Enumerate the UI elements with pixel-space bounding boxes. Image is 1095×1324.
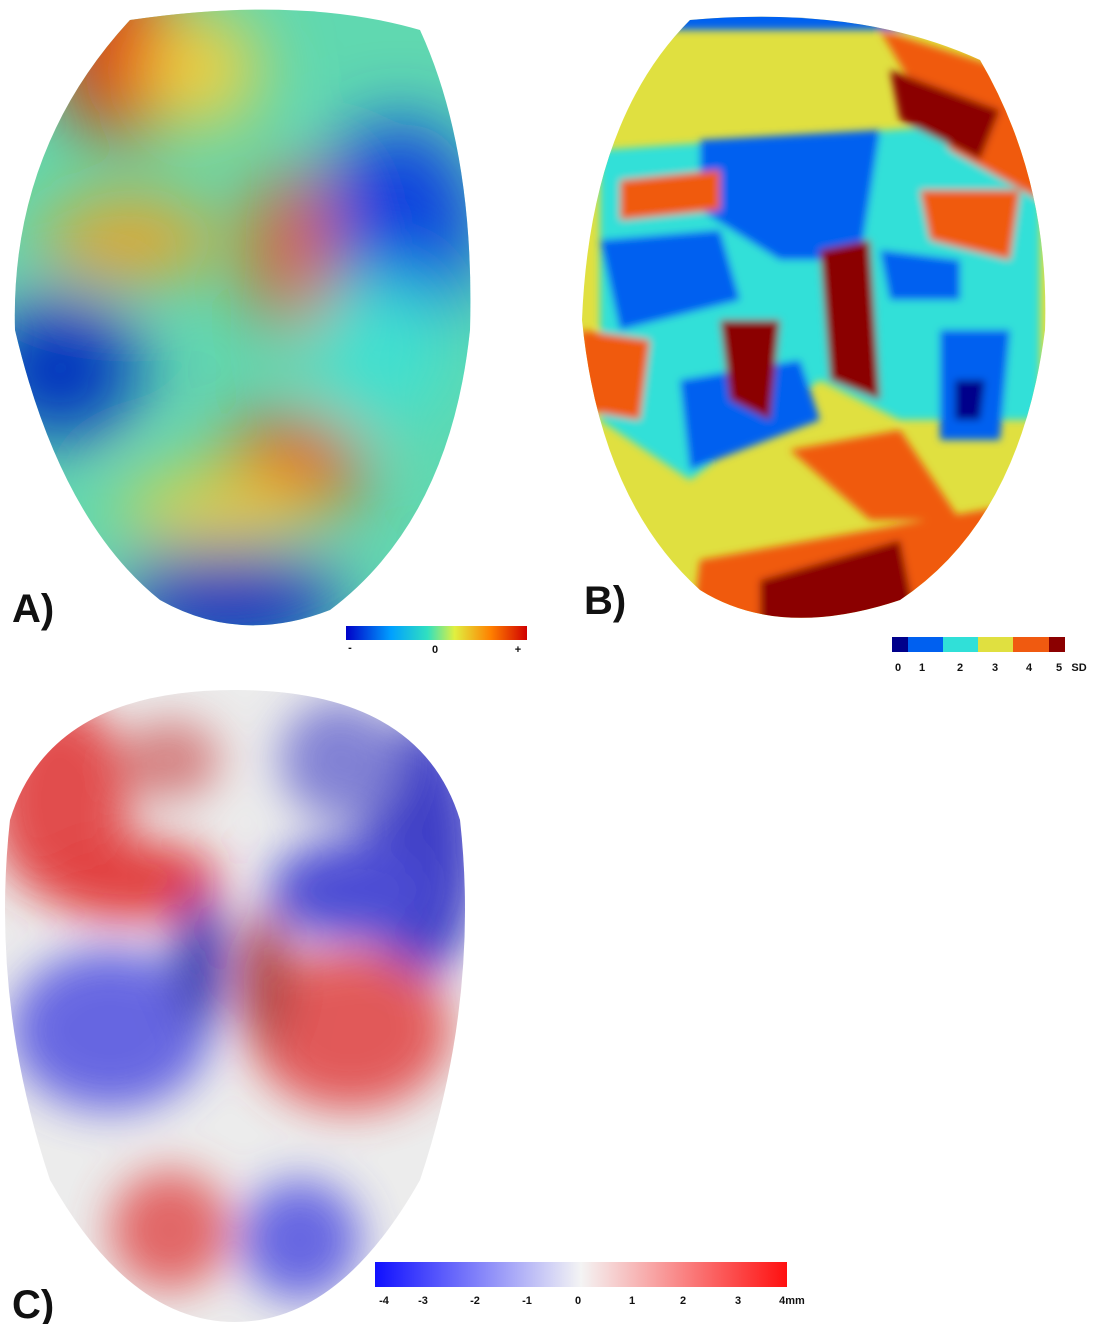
scale-label: -3	[418, 1295, 428, 1307]
panel-label: A)	[12, 587, 54, 631]
scale-label: 4	[1026, 662, 1033, 674]
scale-label: 3	[735, 1295, 741, 1307]
scale-label: 2	[680, 1295, 686, 1307]
scale-label: -2	[470, 1295, 480, 1307]
color-scale	[892, 637, 1065, 652]
scale-label: +	[515, 644, 521, 656]
scale-label: 3	[992, 662, 998, 674]
scale-label: 0	[432, 644, 438, 656]
scale-label: 0	[575, 1295, 581, 1307]
face-c	[0, 680, 480, 1324]
scale-label: 1	[629, 1295, 635, 1307]
scale-label: 2	[957, 662, 963, 674]
scale-label: 0	[895, 662, 901, 674]
scale-label: -1	[522, 1295, 532, 1307]
color-scale	[375, 1262, 787, 1287]
scale-label: -4	[379, 1295, 390, 1307]
figure: A) - 0 + B)	[0, 0, 1095, 1324]
face-b	[570, 0, 1060, 640]
color-scale	[346, 626, 527, 640]
scale-label: 5	[1056, 662, 1062, 674]
scale-unit: SD	[1071, 662, 1086, 674]
panel-label: B)	[584, 579, 626, 623]
scale-label: -	[348, 642, 352, 654]
scale-label: 1	[919, 662, 925, 674]
scale-label: 4mm	[779, 1295, 805, 1307]
panel-label: C)	[12, 1283, 54, 1324]
face-a	[0, 0, 480, 650]
